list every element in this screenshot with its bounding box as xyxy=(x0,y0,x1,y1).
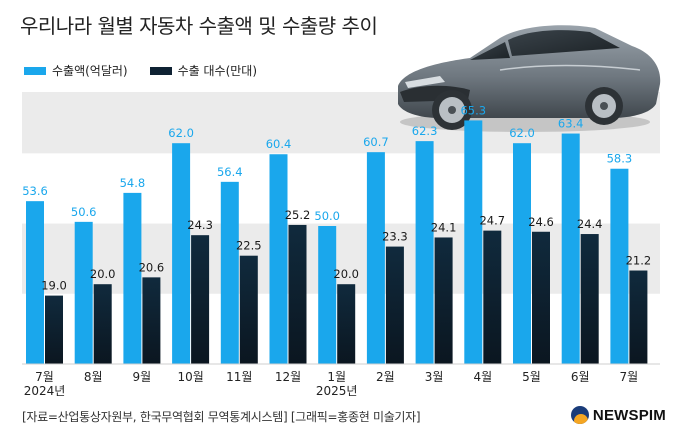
x-tick-label-9: 4월 xyxy=(473,370,492,384)
bar-export-value-8 xyxy=(415,141,434,364)
value-label-export-units-12: 21.2 xyxy=(626,254,652,268)
bar-export-value-5 xyxy=(269,154,288,364)
bar-export-value-1 xyxy=(74,221,93,364)
bar-export-value-7 xyxy=(366,152,385,364)
bar-export-units-9 xyxy=(483,230,502,364)
bar-export-value-0 xyxy=(26,201,44,364)
bar-export-value-9 xyxy=(464,120,483,365)
bar-export-value-12 xyxy=(610,168,629,364)
x-tick-label-7: 2월 xyxy=(376,370,395,384)
newspim-logo-icon xyxy=(570,406,589,424)
value-label-export-units-9: 24.7 xyxy=(479,214,505,228)
value-label-export-value-12: 58.3 xyxy=(607,152,633,166)
bar-export-units-8 xyxy=(434,237,453,364)
value-label-export-units-5: 25.2 xyxy=(285,208,311,222)
value-label-export-units-1: 20.0 xyxy=(90,267,116,281)
value-label-export-units-11: 24.4 xyxy=(577,217,603,231)
value-label-export-units-4: 22.5 xyxy=(236,239,262,253)
value-label-export-units-0: 19.0 xyxy=(41,279,67,293)
x-tick-label-11: 6월 xyxy=(571,370,590,384)
x-tick-label-4: 11월 xyxy=(226,370,252,384)
legend: 수출액(억달러) 수출 대수(만대) xyxy=(24,62,279,79)
bar-export-value-6 xyxy=(318,226,337,364)
bar-export-units-10 xyxy=(532,231,550,364)
bar-export-units-5 xyxy=(288,224,307,364)
value-label-export-value-10: 62.0 xyxy=(509,126,535,140)
value-label-export-units-3: 24.3 xyxy=(187,218,213,232)
legend-item-export-units: 수출 대수(만대) xyxy=(149,62,258,79)
car-illustration xyxy=(398,25,661,132)
bar-export-units-1 xyxy=(93,284,112,364)
legend-label-export-units: 수출 대수(만대) xyxy=(177,64,258,78)
bar-export-value-4 xyxy=(220,181,239,364)
x-tick-label-0: 7월 xyxy=(35,370,54,384)
value-label-export-value-7: 60.7 xyxy=(363,135,389,149)
value-label-export-value-9: 65.3 xyxy=(460,103,486,117)
chart-title: 우리나라 월별 자동차 수출액 및 수출량 추이 xyxy=(20,14,378,38)
bar-export-units-3 xyxy=(191,235,210,364)
bar-export-units-2 xyxy=(142,277,161,364)
legend-label-export-value: 수출액(억달러) xyxy=(52,64,128,78)
x-tick-label-2: 9월 xyxy=(133,370,152,384)
x-tick-label-10: 5월 xyxy=(522,370,541,384)
bar-export-value-2 xyxy=(123,192,142,364)
bar-series xyxy=(26,120,648,365)
value-label-export-value-2: 54.8 xyxy=(120,176,146,190)
x-tick-label-12: 7월 xyxy=(620,370,639,384)
newspim-logo-text: NEWSPIM xyxy=(592,406,666,424)
value-label-export-units-6: 20.0 xyxy=(333,267,359,281)
bar-export-units-11 xyxy=(580,234,599,364)
value-label-export-value-3: 62.0 xyxy=(168,126,194,140)
bar-export-units-12 xyxy=(629,270,648,364)
bar-export-value-3 xyxy=(172,143,191,364)
x-year-label-6: 2025년 xyxy=(316,384,358,398)
source-credit: [자료=산업통상자원부, 한국무역협회 무역통계시스템] [그래픽=홍종현 미술… xyxy=(22,410,421,424)
x-tick-label-1: 8월 xyxy=(84,370,103,384)
value-label-export-value-5: 60.4 xyxy=(266,137,292,151)
value-label-export-value-1: 50.6 xyxy=(71,205,97,219)
bar-export-units-6 xyxy=(337,284,356,364)
value-label-export-value-8: 62.3 xyxy=(412,124,438,138)
value-label-export-units-10: 24.6 xyxy=(528,215,554,229)
value-label-export-units-7: 23.3 xyxy=(382,230,408,244)
value-label-export-value-0: 53.6 xyxy=(22,184,48,198)
x-tick-label-5: 12월 xyxy=(275,370,301,384)
value-label-export-units-2: 20.6 xyxy=(139,260,165,274)
x-tick-label-8: 3월 xyxy=(425,370,444,384)
value-label-export-value-4: 56.4 xyxy=(217,165,243,179)
newspim-logo: NEWSPIM xyxy=(570,406,666,424)
bar-export-units-0 xyxy=(45,295,63,364)
value-label-export-value-11: 63.4 xyxy=(558,117,584,131)
bar-export-value-11 xyxy=(561,133,580,364)
bar-export-units-7 xyxy=(385,246,404,364)
legend-swatch-export-value xyxy=(24,66,46,75)
value-label-export-units-8: 24.1 xyxy=(431,220,457,234)
legend-swatch-export-units xyxy=(149,66,172,75)
bar-export-value-10 xyxy=(513,143,531,364)
legend-item-export-value: 수출액(억달러) xyxy=(24,62,128,79)
x-tick-label-3: 10월 xyxy=(177,370,203,384)
bar-export-units-4 xyxy=(239,255,258,364)
value-labels: 53.6 19.0 50.6 20.0 54.8 20.6 62.0 24.3 56.4 22.5… xyxy=(22,103,651,292)
value-label-export-value-6: 50.0 xyxy=(314,209,340,223)
x-year-label-0: 2024년 xyxy=(24,384,66,398)
x-tick-label-6: 1월 xyxy=(327,370,346,384)
